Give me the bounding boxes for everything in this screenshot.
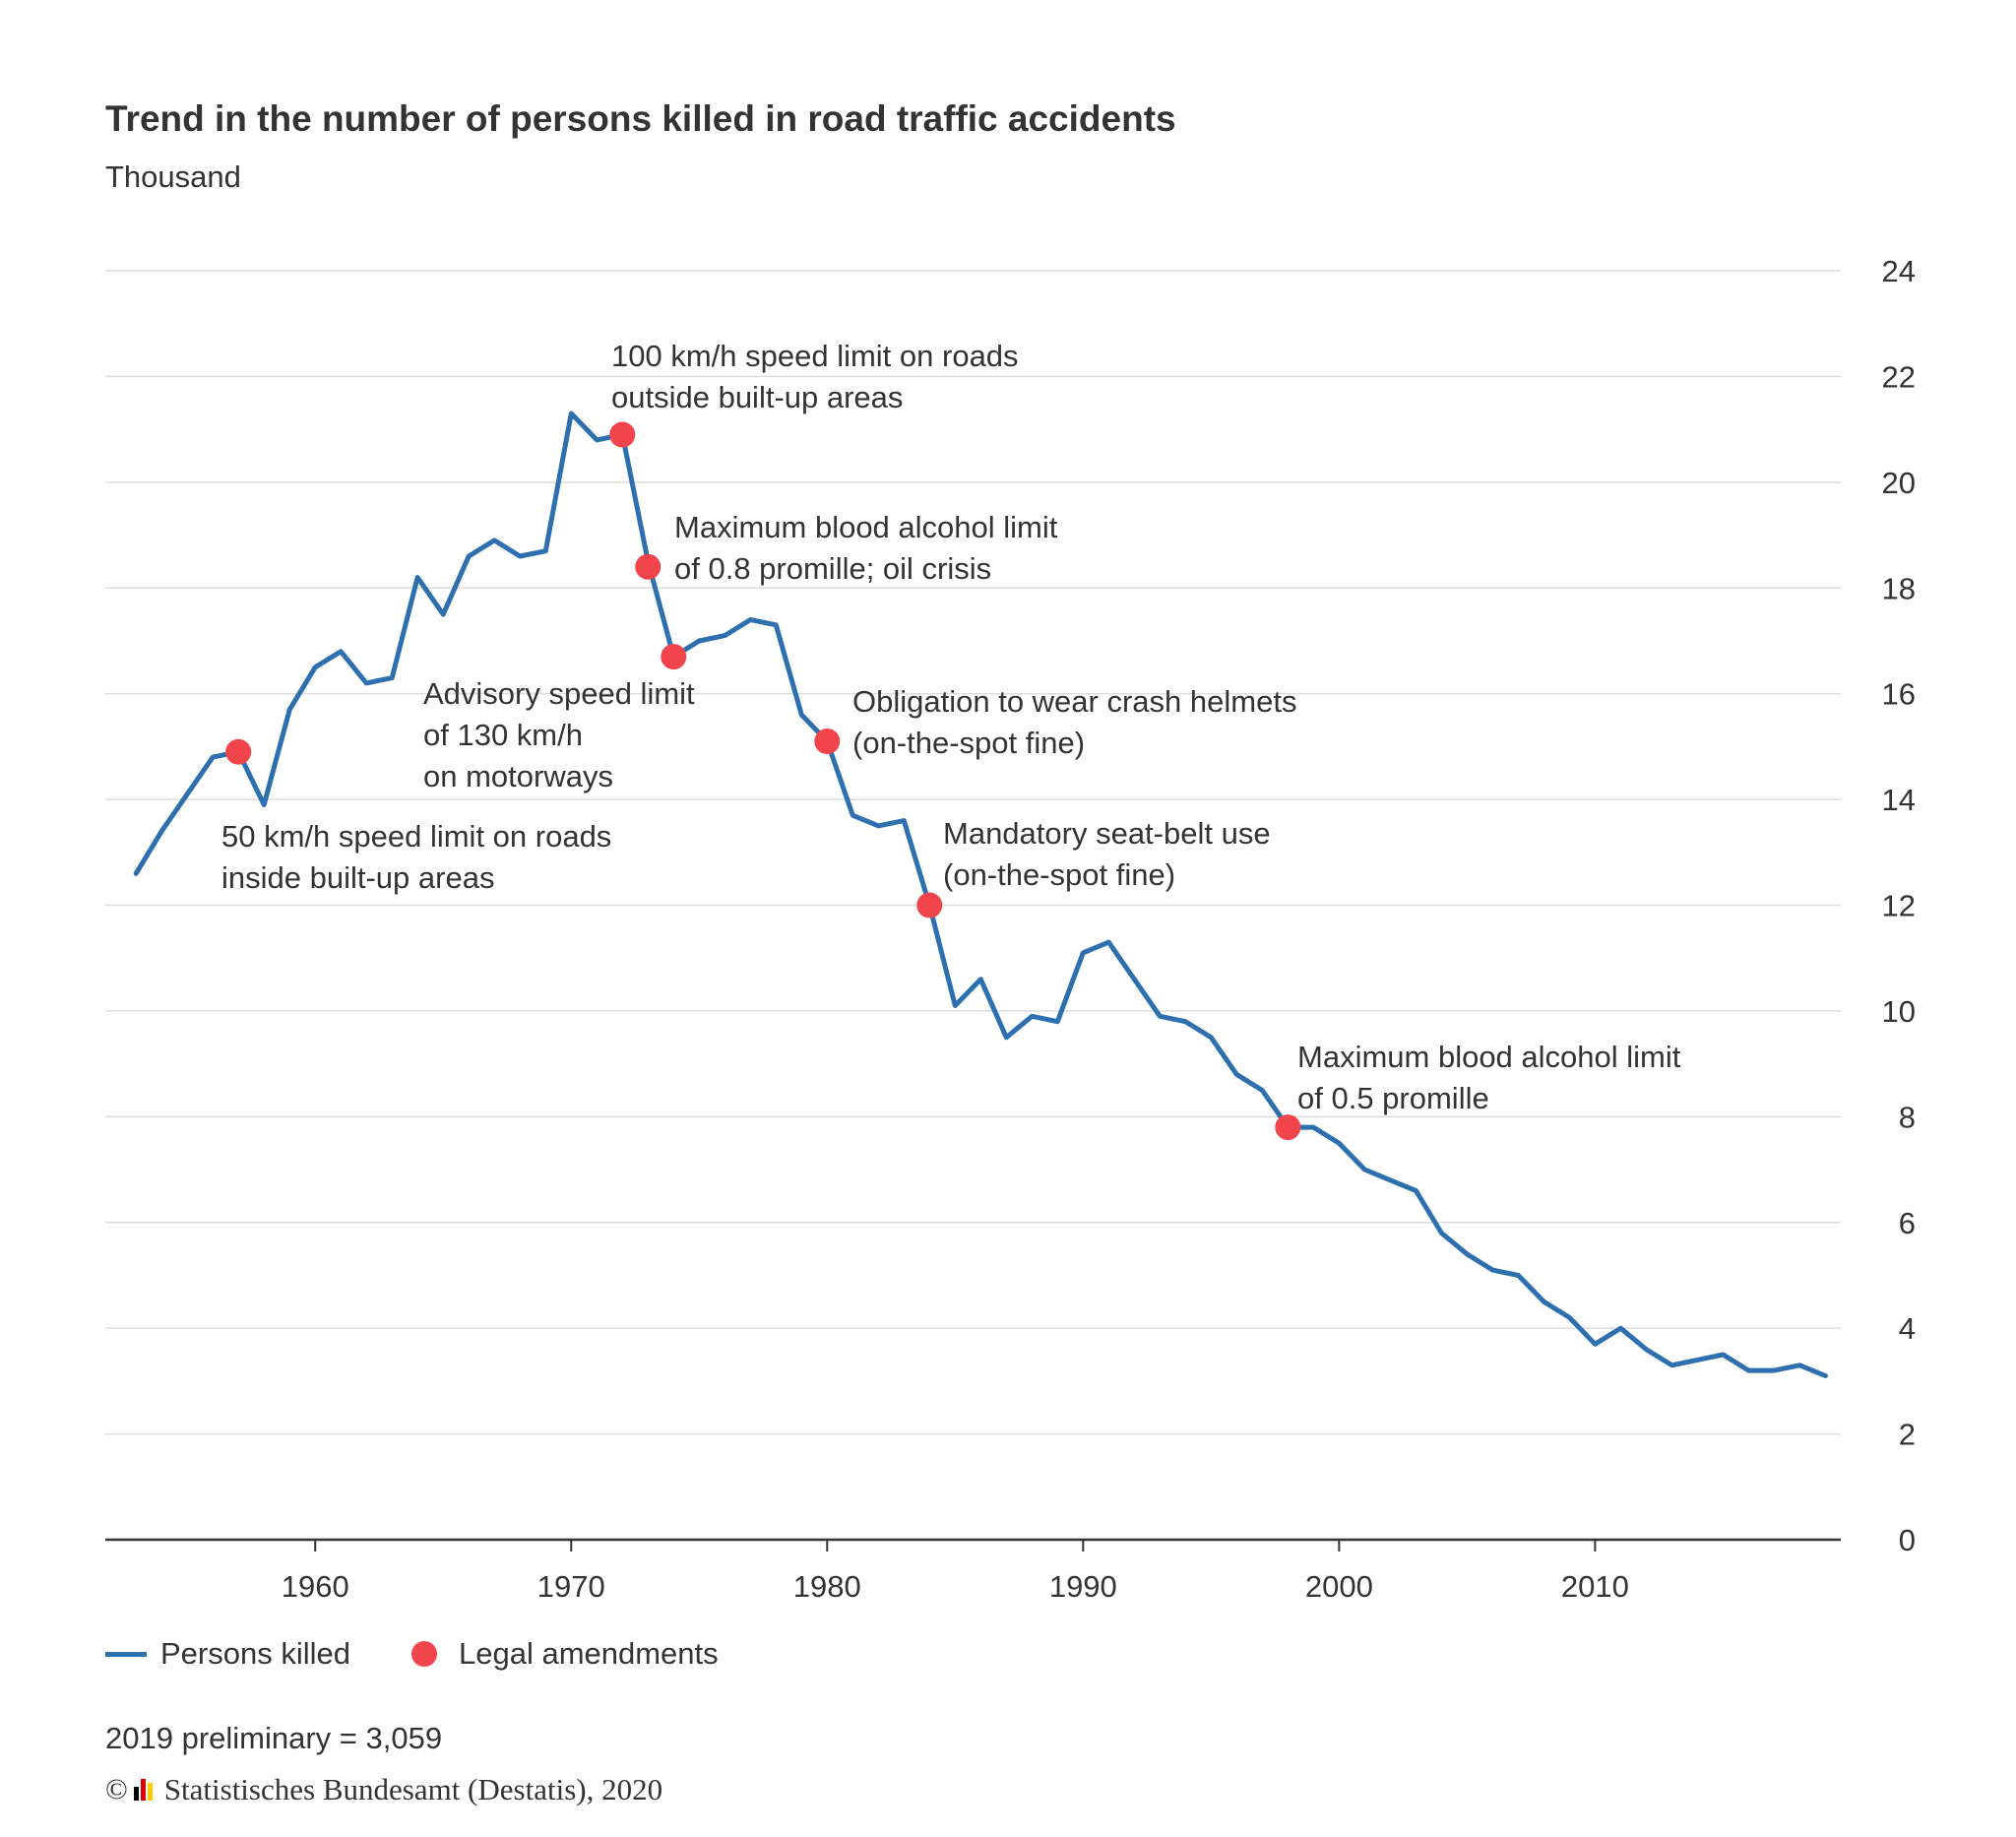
x-tick-label: 1960 — [282, 1569, 349, 1604]
y-tick-label: 16 — [1882, 677, 1916, 712]
copyright-icon: © — [105, 1773, 128, 1805]
annotation-line: 100 km/h speed limit on roads — [611, 339, 1019, 373]
series-markers — [225, 421, 1301, 1141]
annotations: 50 km/h speed limit on roads inside built… — [221, 339, 1681, 1115]
annotation-label: Advisory speed limit of 130 km/h on motorw… — [423, 676, 695, 793]
x-tick-label: 2010 — [1561, 1569, 1629, 1604]
annotation-line: outside built-up areas — [611, 380, 903, 414]
legend-line-swatch — [105, 1651, 147, 1657]
y-tick-label: 6 — [1899, 1206, 1916, 1240]
y-tick-label: 2 — [1899, 1418, 1916, 1452]
legend-label: Legal amendments — [458, 1636, 719, 1671]
y-tick-label: 4 — [1899, 1311, 1916, 1346]
annotation-label: Obligation to wear crash helmets (on-the-… — [852, 684, 1296, 760]
legend: Persons killed Legal amendments — [105, 1636, 780, 1672]
source-text: Statistisches Bundesamt (Destatis), 2020 — [163, 1772, 663, 1806]
y-tick-label: 12 — [1882, 889, 1916, 923]
annotation-line: (on-the-spot fine) — [943, 857, 1175, 892]
source-credit: © Statistisches Bundesamt (Destatis), 20… — [105, 1772, 662, 1807]
annotation-line: Maximum blood alcohol limit — [674, 510, 1058, 544]
annotation-line: of 0.8 promille; oil crisis — [674, 551, 991, 586]
legal-amendment-marker — [635, 553, 662, 580]
legend-dot-swatch — [410, 1641, 437, 1667]
y-tick-label: 14 — [1882, 783, 1916, 817]
x-tick-label: 1980 — [793, 1569, 861, 1604]
annotation-line: of 130 km/h — [423, 718, 583, 752]
legal-amendment-marker — [661, 644, 687, 670]
legal-amendment-marker — [609, 421, 636, 448]
legend-item-legal-amendments: Legal amendments — [410, 1636, 719, 1672]
persons-killed-line — [133, 411, 1828, 1378]
y-tick-label: 8 — [1899, 1100, 1916, 1134]
y-tick-label: 0 — [1899, 1523, 1916, 1557]
annotation-label: Maximum blood alcohol limit of 0.8 promil… — [674, 510, 1058, 586]
annotation-line: inside built-up areas — [221, 860, 494, 895]
legal-amendment-marker — [225, 738, 252, 765]
destatis-logo-icon — [133, 1779, 155, 1801]
legend-item-persons-killed: Persons killed — [105, 1636, 350, 1672]
annotation-line: Obligation to wear crash helmets — [852, 684, 1296, 719]
annotation-line: Mandatory seat-belt use — [943, 816, 1271, 851]
legal-amendment-marker — [814, 728, 841, 755]
annotation-line: (on-the-spot fine) — [852, 726, 1085, 760]
y-tick-label: 22 — [1882, 359, 1916, 394]
annotation-line: Advisory speed limit — [423, 676, 695, 711]
legend-label: Persons killed — [160, 1636, 350, 1671]
y-tick-label: 10 — [1882, 994, 1916, 1029]
annotation-label: 50 km/h speed limit on roads inside built… — [221, 819, 611, 895]
annotation-line: on motorways — [423, 759, 613, 793]
x-tick-label: 2000 — [1305, 1569, 1373, 1604]
gridlines — [105, 270, 1841, 1435]
legal-amendment-marker — [916, 892, 943, 918]
series-lines — [133, 411, 1828, 1378]
y-tick-label: 24 — [1882, 254, 1916, 288]
x-tick-label: 1990 — [1049, 1569, 1117, 1604]
annotation-label: Mandatory seat-belt use (on-the-spot fine… — [943, 816, 1271, 892]
legal-amendment-marker — [1275, 1114, 1301, 1141]
chart-unit-label: Thousand — [105, 159, 241, 194]
annotation-line: Maximum blood alcohol limit — [1297, 1040, 1681, 1074]
x-tick-label: 1970 — [537, 1569, 605, 1604]
annotation-line: of 0.5 promille — [1297, 1081, 1489, 1115]
footnote: 2019 preliminary = 3,059 — [105, 1721, 443, 1755]
annotation-label: 100 km/h speed limit on roads outside bui… — [611, 339, 1019, 414]
chart-title: Trend in the number of persons killed in… — [105, 98, 1176, 139]
y-tick-label: 20 — [1882, 466, 1916, 500]
y-tick-label: 18 — [1882, 571, 1916, 605]
annotation-line: 50 km/h speed limit on roads — [221, 819, 611, 854]
annotation-label: Maximum blood alcohol limit of 0.5 promil… — [1297, 1040, 1681, 1115]
